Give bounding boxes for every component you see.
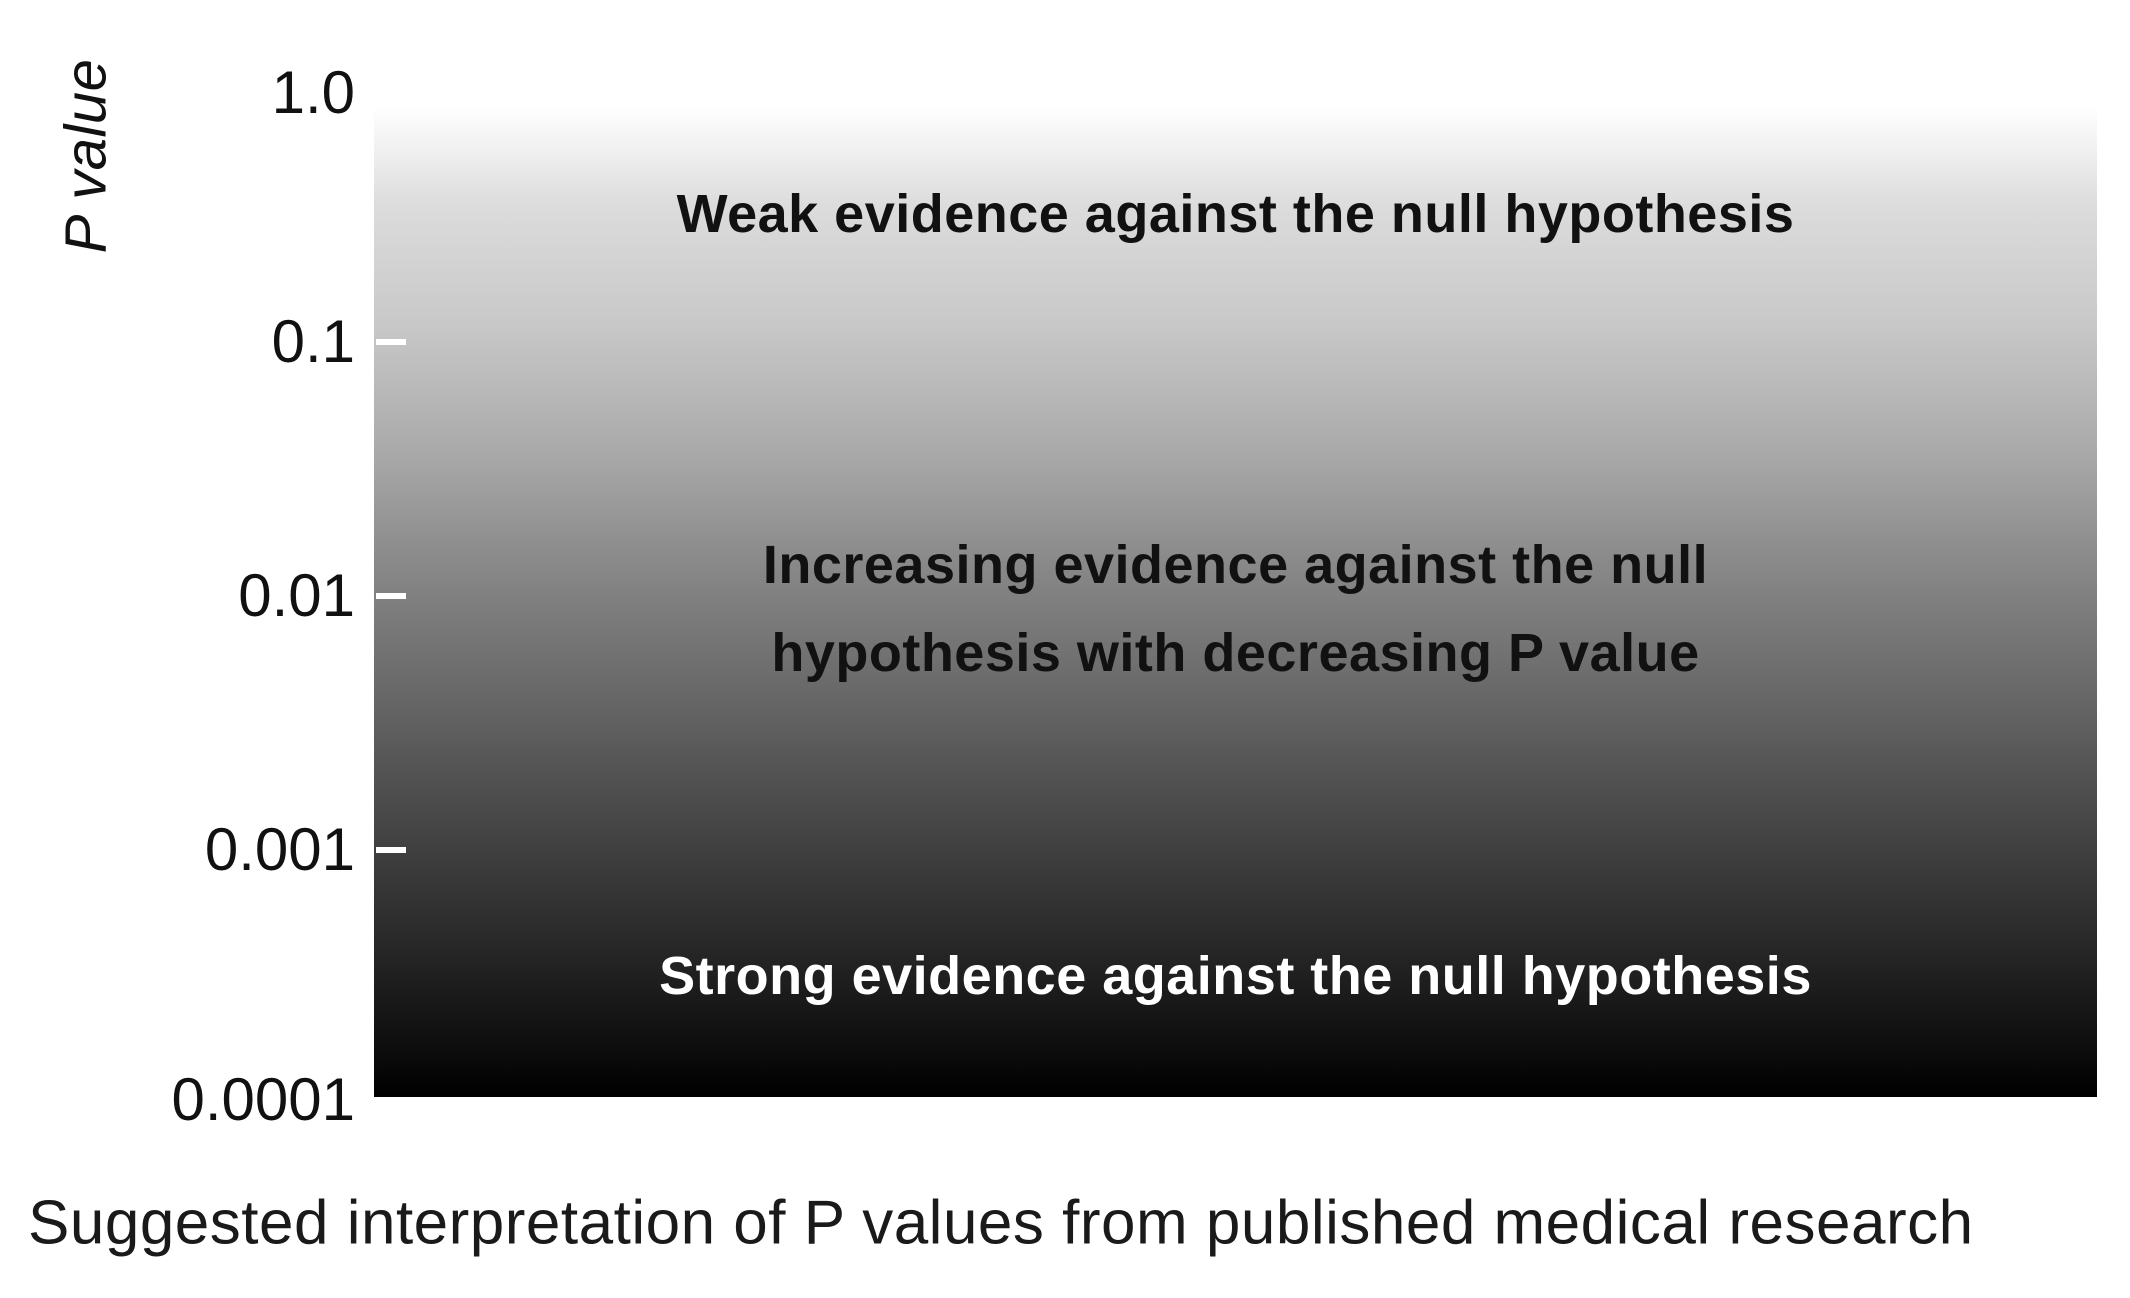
band-label-strong-evidence: Strong evidence against the null hypothe… [659, 946, 1812, 1006]
y-tick-mark-0-1 [376, 339, 406, 345]
figure-caption: Suggested interpretation of P values fro… [28, 1188, 1974, 1258]
y-tick-label-0-01: 0.01 [238, 562, 355, 629]
y-tick-mark-0-001 [376, 847, 406, 853]
band-label-weak-evidence: Weak evidence against the null hypothesi… [676, 184, 1795, 244]
y-tick-label-0-0001: 0.0001 [171, 1066, 355, 1133]
y-tick-mark-0-01 [376, 593, 406, 599]
y-tick-label-1: 1.0 [271, 59, 355, 126]
y-axis-title: P value [53, 58, 119, 254]
gradient-plot-area [374, 107, 2097, 1097]
band-label-increasing-line-1: Increasing evidence against the null [762, 535, 1709, 595]
y-tick-label-0-1: 0.1 [271, 308, 355, 375]
band-label-increasing-evidence: Increasing evidence against the null hyp… [374, 521, 2097, 697]
band-label-increasing-line-2: hypothesis with decreasing P value [771, 623, 1700, 683]
y-tick-label-0-001: 0.001 [204, 816, 355, 883]
